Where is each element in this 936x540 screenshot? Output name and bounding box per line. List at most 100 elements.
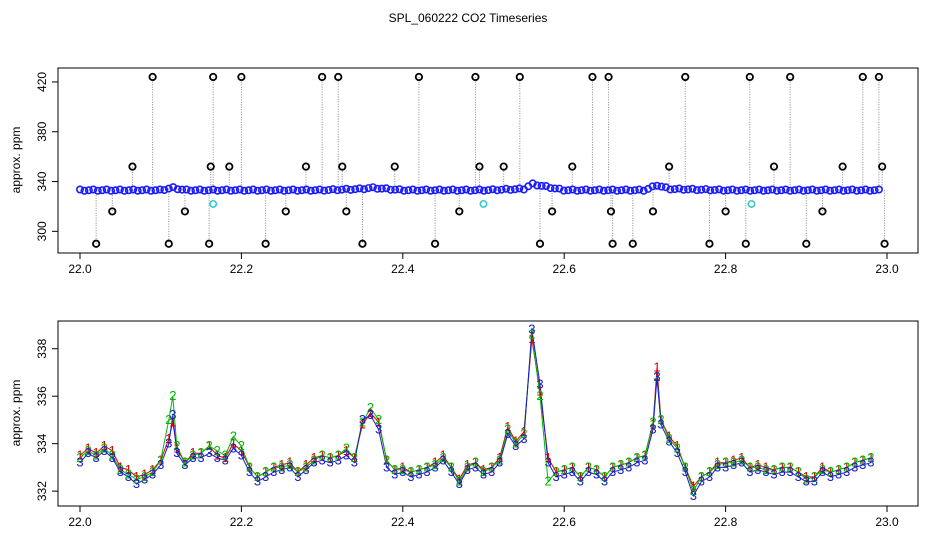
baseline-point	[297, 186, 306, 195]
series-point-3: 3	[480, 467, 487, 482]
baseline-point	[568, 185, 577, 194]
series-point-3: 3	[246, 464, 253, 479]
baseline-point	[368, 183, 377, 192]
series-point-2: 2	[407, 464, 414, 479]
top-y-tick-label: 420	[35, 72, 49, 92]
series-point-3: 3	[690, 488, 697, 503]
series-point-2: 2	[431, 457, 438, 472]
baseline-point	[98, 186, 107, 195]
series-point-1: 1	[617, 457, 624, 472]
series-point-3: 3	[585, 464, 592, 479]
baseline-point	[821, 185, 830, 194]
series-point-3: 3	[149, 467, 156, 482]
baseline-point	[289, 185, 298, 194]
series-point-1: 1	[165, 431, 172, 446]
series-point-2: 2	[561, 462, 568, 477]
baseline-point	[537, 181, 546, 190]
series-point-2: 2	[440, 450, 447, 465]
series-point-2: 2	[141, 469, 148, 484]
series-point-2: 2	[601, 469, 608, 484]
bottom-panel-frame	[57, 320, 919, 507]
spike-point	[858, 72, 867, 82]
spike-point	[390, 162, 399, 171]
spike-point	[721, 207, 730, 216]
series-point-1: 1	[577, 469, 584, 484]
series-point-1: 1	[811, 469, 818, 484]
baseline-point	[364, 184, 373, 193]
baseline-point	[102, 185, 111, 194]
series-point-3: 3	[730, 457, 737, 472]
spike-point	[301, 162, 311, 171]
series-point-3: 3	[391, 467, 398, 482]
series-point-1: 1	[641, 448, 648, 463]
series-point-2: 2	[214, 443, 221, 458]
series-point-1: 1	[262, 464, 269, 479]
baseline-point	[732, 186, 741, 195]
baseline-point	[657, 182, 666, 191]
series-point-1: 1	[819, 459, 826, 474]
series-point-3: 3	[448, 464, 455, 479]
series-point-1: 1	[440, 448, 447, 463]
series-point-1: 1	[399, 459, 406, 474]
series-point-1: 1	[109, 443, 116, 458]
top-x-tick-label: 22.4	[391, 262, 415, 276]
spike-point	[430, 239, 440, 248]
baseline-point	[710, 186, 719, 195]
series-point-2: 2	[117, 462, 124, 477]
series-point-2: 2	[778, 459, 785, 474]
bottom-y-tick-label: 336	[35, 386, 49, 406]
baseline-point	[200, 186, 209, 195]
spike-point	[818, 207, 827, 216]
series-point-3: 3	[698, 474, 705, 489]
series-point-1: 1	[496, 450, 503, 465]
spike-point	[317, 72, 327, 82]
bottom-x-tick-label: 22.2	[230, 515, 254, 529]
baseline-point	[453, 186, 462, 195]
series-point-1: 1	[714, 455, 721, 470]
series-point-1: 1	[657, 412, 664, 427]
baseline-point	[271, 186, 280, 195]
baseline-point	[266, 186, 275, 195]
spike-point	[180, 207, 190, 216]
series-point-3: 3	[803, 474, 810, 489]
series-point-2: 2	[294, 464, 301, 479]
baseline-point	[679, 185, 688, 194]
series-point-1: 1	[706, 464, 713, 479]
baseline-point	[799, 186, 808, 195]
series-point-1: 1	[561, 462, 568, 477]
figure-title: SPL_060222 CO2 Timeseries	[389, 11, 548, 25]
series-point-2: 2	[730, 455, 737, 470]
series-point-1: 1	[415, 462, 422, 477]
series-point-3: 3	[359, 412, 366, 427]
baseline-point	[861, 185, 870, 194]
baseline-point	[342, 184, 351, 193]
spike-point	[471, 72, 480, 82]
series-point-2: 2	[770, 462, 777, 477]
series-point-1: 1	[730, 452, 737, 467]
baseline-point	[834, 185, 843, 194]
series-point-1: 1	[488, 459, 495, 474]
series-point-2: 2	[625, 455, 632, 470]
spike-point	[209, 72, 218, 82]
series-point-1: 1	[867, 450, 874, 465]
baseline-point	[431, 186, 440, 195]
baseline-point	[724, 186, 733, 195]
baseline-point	[115, 185, 124, 194]
series-point-2: 2	[811, 469, 818, 484]
series-point-2: 2	[415, 462, 422, 477]
series-point-3: 3	[440, 452, 447, 467]
baseline-point	[320, 186, 329, 195]
series-point-3: 3	[254, 474, 261, 489]
series-point-2: 2	[351, 450, 358, 465]
top-y-tick-label: 380	[35, 121, 49, 141]
baseline-point	[790, 186, 799, 195]
series-point-3: 3	[512, 438, 519, 453]
baseline-point	[444, 186, 453, 195]
baseline-point	[515, 184, 524, 193]
baseline-point	[564, 186, 573, 195]
baseline-point	[768, 185, 777, 194]
series-point-1: 1	[843, 459, 850, 474]
baseline-point	[435, 185, 444, 194]
series-point-1: 1	[738, 450, 745, 465]
series-point-3: 3	[544, 455, 551, 470]
